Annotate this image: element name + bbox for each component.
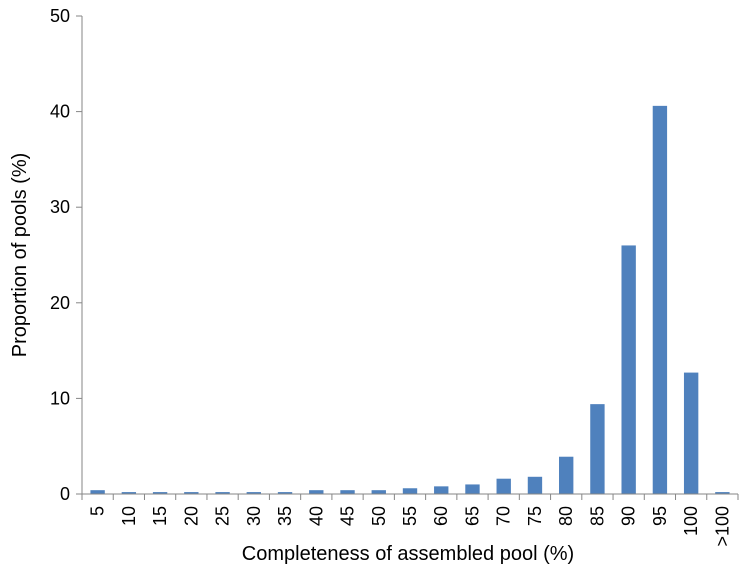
x-tick-label: 30 <box>244 506 264 526</box>
bar-50 <box>371 490 386 494</box>
bars-layer <box>90 105 730 495</box>
x-tick-label: 90 <box>619 506 639 526</box>
x-tick-label: 35 <box>275 506 295 526</box>
x-tick-label: 100 <box>681 506 701 536</box>
y-tick-label: 20 <box>50 293 70 313</box>
y-tick-label: 50 <box>50 6 70 26</box>
x-tick-label: 60 <box>431 506 451 526</box>
x-tick-label: 20 <box>181 506 201 526</box>
x-tick-label: 85 <box>587 506 607 526</box>
y-tick-label: 10 <box>50 388 70 408</box>
x-tick-label: 40 <box>306 506 326 526</box>
bar-35 <box>277 492 293 494</box>
bar-70 <box>496 478 511 494</box>
x-tick-label: 70 <box>494 506 514 526</box>
x-tick-label: 15 <box>150 506 170 526</box>
bar-75 <box>527 476 543 494</box>
bar-60 <box>434 486 449 494</box>
bar-gt100 <box>715 492 730 494</box>
bar-95 <box>652 105 668 495</box>
bar-85 <box>590 404 605 494</box>
x-tick-label: 95 <box>650 506 670 526</box>
y-tick-label: 40 <box>50 102 70 122</box>
y-axis-title: Proportion of pools (%) <box>9 153 31 358</box>
bar-45 <box>340 490 355 494</box>
bar-10 <box>121 492 137 494</box>
y-ticks: 0 10 20 30 40 50 <box>50 6 82 504</box>
x-tick-label: 50 <box>369 506 389 526</box>
bar-40 <box>309 490 324 494</box>
x-tick-label: 5 <box>88 506 108 516</box>
x-tick-label: 80 <box>556 506 576 526</box>
y-tick-label: 30 <box>50 197 70 217</box>
x-tick-label: 10 <box>119 506 139 526</box>
bar-30 <box>246 492 261 494</box>
bar-90 <box>621 245 636 494</box>
x-tick-label: 55 <box>400 506 420 526</box>
bar-20 <box>184 492 199 494</box>
bar-100 <box>683 372 699 494</box>
x-tick-label: 75 <box>525 506 545 526</box>
bar-25 <box>215 492 230 494</box>
x-tick-label: 25 <box>213 506 233 526</box>
x-tick-label: 45 <box>338 506 358 526</box>
y-tick-label: 0 <box>60 484 70 504</box>
bar-55 <box>402 488 418 494</box>
x-tick-label: >100 <box>712 506 732 547</box>
x-axis-title: Completeness of assembled pool (%) <box>242 543 574 565</box>
bar-15 <box>152 492 168 494</box>
bar-80 <box>559 456 574 494</box>
x-tick-label: 65 <box>462 506 482 526</box>
x-ticks: 5 10 15 20 25 30 35 40 45 50 55 60 65 70 75 80 85 90 95 100… <box>81 494 739 547</box>
bar-65 <box>465 484 480 494</box>
bar-5 <box>90 490 105 494</box>
